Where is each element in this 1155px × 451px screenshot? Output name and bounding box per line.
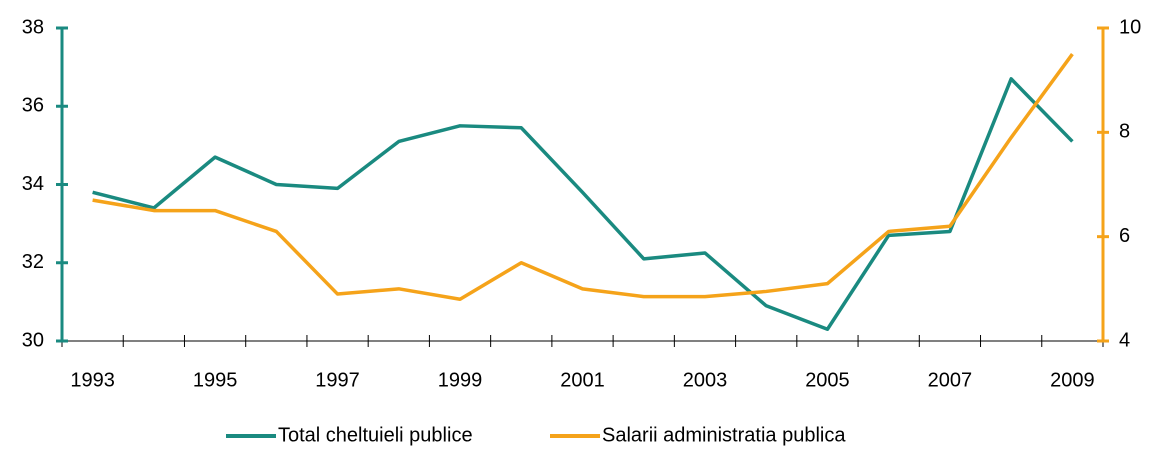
y-tick-label: 34 xyxy=(22,173,44,195)
y-tick-label: 36 xyxy=(22,95,44,117)
y-tick-label: 30 xyxy=(22,329,44,351)
x-tick-label: 2009 xyxy=(1050,369,1095,391)
legend-label: Salarii administratia publica xyxy=(602,424,846,446)
x-tick-label: 1995 xyxy=(193,369,238,391)
x-tick-label: 1999 xyxy=(438,369,483,391)
legend-label: Total cheltuieli publice xyxy=(278,424,473,446)
x-tick-label: 1993 xyxy=(70,369,115,391)
y2-tick-label: 6 xyxy=(1119,225,1130,247)
x-tick-label: 2007 xyxy=(928,369,973,391)
y-tick-label: 38 xyxy=(22,16,44,38)
x-tick-label: 2003 xyxy=(683,369,728,391)
x-tick-label: 1997 xyxy=(315,369,360,391)
y2-tick-label: 10 xyxy=(1119,16,1141,38)
series-line xyxy=(92,53,1074,302)
y-tick-label: 32 xyxy=(22,251,44,273)
x-tick-label: 2005 xyxy=(805,369,850,391)
series-line xyxy=(92,77,1074,332)
y2-tick-label: 4 xyxy=(1119,329,1130,351)
y2-tick-label: 8 xyxy=(1119,121,1130,143)
x-tick-label: 2001 xyxy=(560,369,605,391)
